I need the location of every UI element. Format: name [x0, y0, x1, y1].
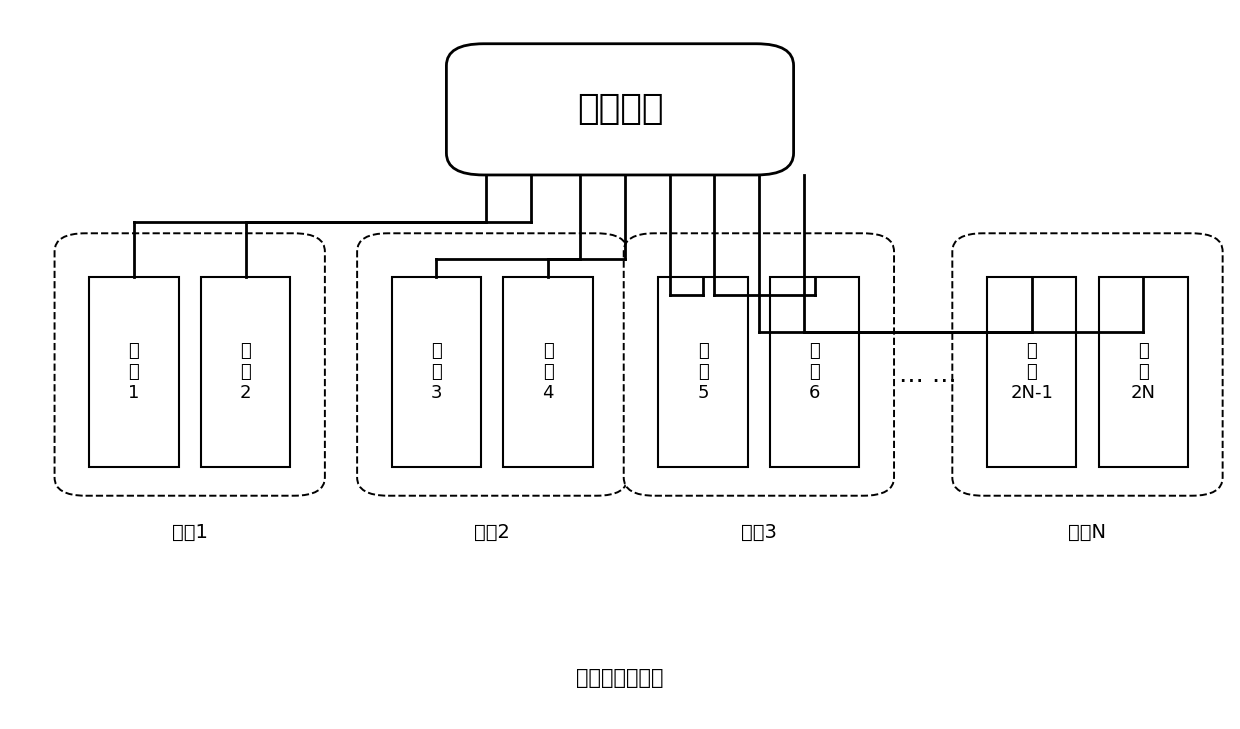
Text: 子
站
5: 子 站 5 — [697, 342, 709, 402]
Text: 通道3: 通道3 — [742, 523, 776, 542]
Text: 子
站
4: 子 站 4 — [542, 342, 554, 402]
Bar — [392, 277, 481, 467]
Bar — [658, 277, 748, 467]
Text: 控制主站: 控制主站 — [577, 93, 663, 126]
FancyBboxPatch shape — [446, 44, 794, 175]
Text: 通道N: 通道N — [1069, 523, 1106, 542]
Text: … …: … … — [899, 364, 956, 387]
FancyBboxPatch shape — [952, 233, 1223, 496]
Text: 子
站
6: 子 站 6 — [808, 342, 821, 402]
Bar — [201, 277, 290, 467]
Text: 通道1: 通道1 — [172, 523, 207, 542]
Bar — [503, 277, 593, 467]
Text: 通道2: 通道2 — [475, 523, 510, 542]
FancyBboxPatch shape — [624, 233, 894, 496]
Bar — [770, 277, 859, 467]
Text: 子
站
1: 子 站 1 — [128, 342, 140, 402]
Text: 子
站
3: 子 站 3 — [430, 342, 443, 402]
Text: 子
站
2N: 子 站 2N — [1131, 342, 1156, 402]
FancyBboxPatch shape — [357, 233, 627, 496]
Bar — [1099, 277, 1188, 467]
Text: 子
站
2N-1: 子 站 2N-1 — [1011, 342, 1053, 402]
FancyBboxPatch shape — [55, 233, 325, 496]
Text: 子
站
2: 子 站 2 — [239, 342, 252, 402]
Bar — [987, 277, 1076, 467]
Text: 某个区域间断面: 某个区域间断面 — [577, 668, 663, 688]
Bar — [89, 277, 179, 467]
